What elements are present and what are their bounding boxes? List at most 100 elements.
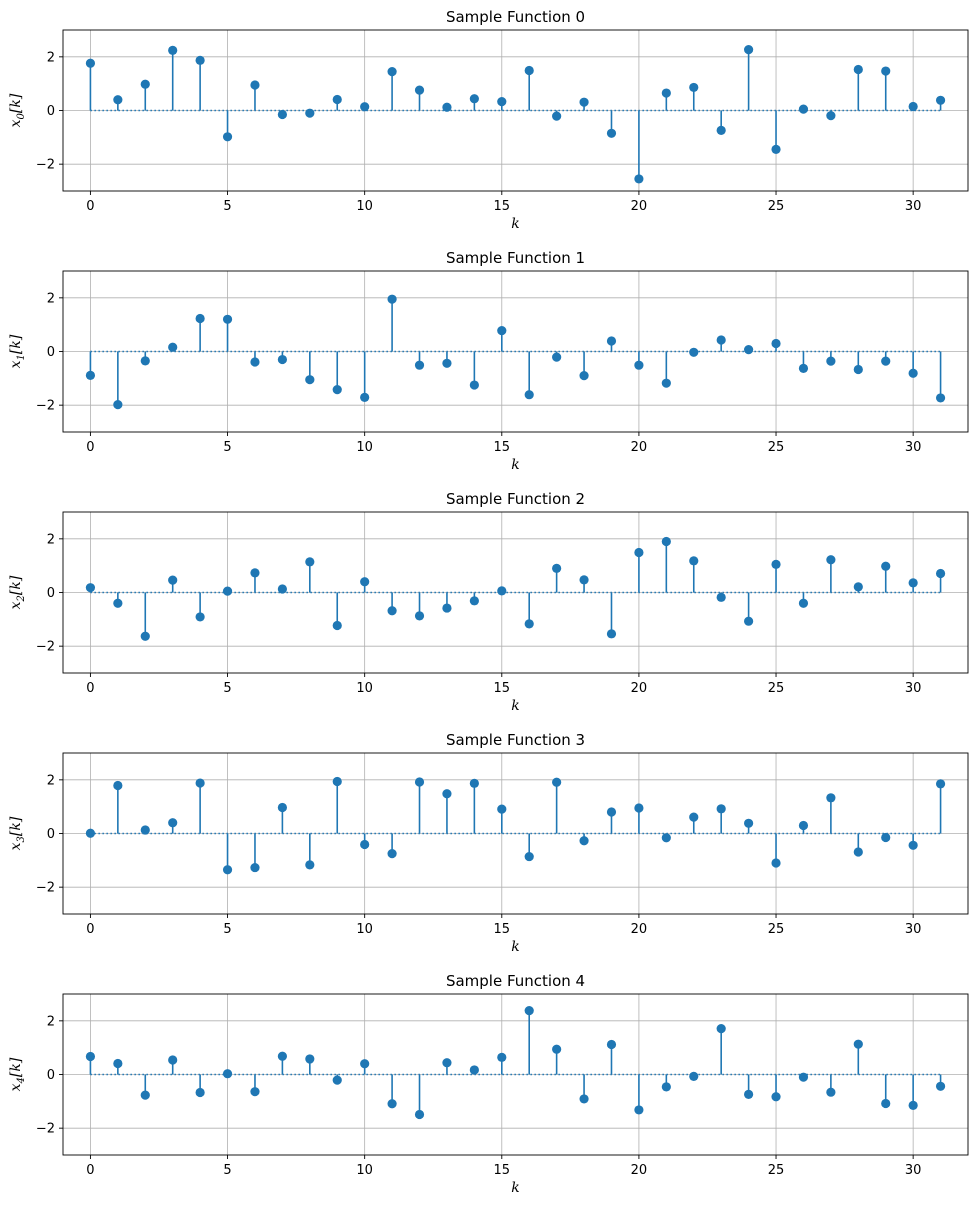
stem-marker bbox=[634, 174, 644, 184]
stem-marker bbox=[113, 1058, 123, 1069]
stem-marker bbox=[552, 352, 562, 362]
stem-marker bbox=[140, 1090, 150, 1100]
x-axis-label: k bbox=[511, 457, 519, 473]
stem-marker bbox=[716, 1024, 726, 1034]
subplot-3: 0 5 10 15 20 25 30 −2 0 2 Sample Function 3 k x3[k] bbox=[8, 731, 969, 955]
y-tick-label: −2 bbox=[36, 1122, 55, 1137]
stem-marker bbox=[195, 313, 205, 324]
stem-marker bbox=[579, 575, 589, 585]
x-tick-label: 0 bbox=[86, 1163, 94, 1178]
y-tick-label: −2 bbox=[36, 399, 55, 414]
stem-marker bbox=[195, 612, 205, 622]
x-axis-label: k bbox=[511, 1180, 519, 1196]
x-tick-label: 30 bbox=[905, 1163, 922, 1178]
stem-marker bbox=[497, 1052, 507, 1062]
y-tick-label: 2 bbox=[47, 773, 55, 788]
stem-marker bbox=[524, 65, 534, 76]
stem-marker bbox=[442, 789, 452, 799]
stem-marker bbox=[661, 1082, 671, 1092]
stem-marker bbox=[85, 583, 96, 593]
stem-marker bbox=[250, 80, 260, 90]
stem-marker bbox=[881, 1098, 891, 1109]
subplot-title: Sample Function 4 bbox=[446, 972, 585, 990]
stem-marker bbox=[113, 598, 123, 608]
stem-marker bbox=[140, 631, 150, 641]
stem-marker bbox=[881, 356, 891, 366]
stem-marker bbox=[277, 584, 287, 594]
stem-marker bbox=[606, 336, 617, 346]
y-tick-label: 0 bbox=[47, 586, 55, 601]
stem-marker bbox=[332, 94, 342, 105]
x-tick-label: 5 bbox=[223, 681, 231, 696]
stem-marker bbox=[277, 354, 287, 365]
x-tick-label: 5 bbox=[223, 199, 231, 214]
stem-marker bbox=[305, 860, 315, 870]
stem-marker bbox=[414, 85, 425, 95]
stem-marker bbox=[250, 357, 260, 367]
stem-marker bbox=[524, 1006, 534, 1016]
stem-marker bbox=[716, 335, 726, 345]
x-tick-label: 10 bbox=[356, 1163, 373, 1178]
stem-marker bbox=[113, 95, 123, 105]
stem-marker bbox=[552, 777, 562, 787]
stem-marker bbox=[387, 66, 397, 77]
stem-marker bbox=[305, 557, 315, 567]
stem-marker bbox=[689, 812, 699, 822]
stem-marker bbox=[552, 111, 562, 121]
stem-marker bbox=[250, 862, 260, 873]
stem-marker bbox=[387, 294, 397, 304]
stem-marker bbox=[744, 818, 754, 828]
stem-marker bbox=[908, 101, 918, 112]
x-tick-label: 0 bbox=[86, 681, 94, 696]
stem-marker bbox=[661, 833, 671, 843]
stem-marker bbox=[853, 582, 863, 592]
y-tick-label: 2 bbox=[47, 532, 55, 547]
stem-marker bbox=[689, 1071, 699, 1081]
stem-marker bbox=[716, 125, 726, 135]
stem-marker bbox=[853, 1039, 863, 1049]
stem-marker bbox=[168, 342, 178, 352]
stem-marker bbox=[305, 375, 315, 385]
y-axis-label: x1[k] bbox=[8, 334, 27, 368]
stem-marker bbox=[826, 356, 836, 366]
stem-marker bbox=[798, 820, 809, 831]
stem-marker bbox=[360, 839, 370, 850]
stem-marker bbox=[387, 1099, 397, 1109]
stem-marker bbox=[935, 1081, 946, 1091]
stem-marker bbox=[579, 97, 589, 107]
stem-marker bbox=[798, 104, 809, 114]
stem-marker bbox=[853, 364, 863, 375]
stem-marker bbox=[85, 828, 96, 838]
stem-marker bbox=[771, 858, 781, 868]
x-tick-label: 25 bbox=[768, 199, 785, 214]
x-tick-label: 30 bbox=[905, 922, 922, 937]
stem-marker bbox=[222, 586, 233, 596]
subplot-0: 0 5 10 15 20 25 30 −2 0 2 Sample Function 0 k x0[k] bbox=[8, 8, 969, 232]
stem-marker bbox=[442, 1058, 452, 1068]
x-tick-label: 5 bbox=[223, 922, 231, 937]
stem-marker bbox=[744, 1089, 754, 1099]
y-tick-label: −2 bbox=[36, 881, 55, 896]
stem-marker bbox=[195, 55, 205, 65]
stem-marker bbox=[935, 393, 946, 403]
x-tick-label: 5 bbox=[223, 1163, 231, 1178]
stem-marker bbox=[497, 97, 507, 107]
x-tick-label: 20 bbox=[631, 681, 648, 696]
x-tick-label: 30 bbox=[905, 681, 922, 696]
stem-marker bbox=[140, 825, 150, 835]
stem-marker bbox=[387, 606, 397, 616]
x-axis-label: k bbox=[511, 939, 519, 955]
stem-marker bbox=[579, 836, 589, 846]
stem-marker bbox=[935, 779, 946, 789]
x-tick-label: 15 bbox=[494, 681, 511, 696]
x-tick-label: 25 bbox=[768, 440, 785, 455]
subplot-title: Sample Function 2 bbox=[446, 490, 585, 508]
stem-marker bbox=[853, 64, 863, 75]
stem-marker bbox=[442, 603, 452, 613]
stem-marker bbox=[744, 44, 754, 55]
x-tick-label: 10 bbox=[356, 922, 373, 937]
stem-marker bbox=[497, 325, 507, 336]
stem-marker bbox=[826, 110, 836, 121]
stem-marker bbox=[524, 619, 534, 629]
stem-marker bbox=[360, 577, 370, 587]
